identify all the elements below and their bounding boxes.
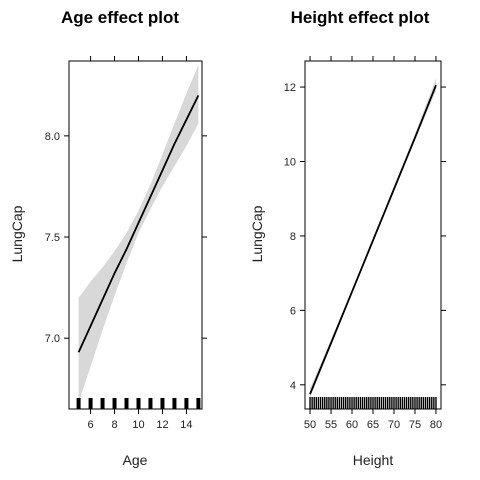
x-tick-label: 8 — [111, 419, 117, 431]
y-tick-label: 7.0 — [45, 333, 60, 345]
y-tick-label: 6 — [290, 305, 296, 317]
age-effect-panel: Age effect plot Age LungCap 6 8 10 12 14 7.0 7… — [9, 8, 207, 468]
plot-frame — [304, 60, 442, 410]
height-effect-panel: Height effect plot Height LungCap 50 55 60… — [249, 8, 446, 468]
fit-line — [77, 95, 200, 353]
x-tick-label: 70 — [388, 419, 400, 431]
x-tick-label: 14 — [180, 419, 192, 431]
fit-line — [309, 84, 437, 395]
y-tick-label: 4 — [290, 380, 296, 392]
x-tick-label: 60 — [346, 419, 358, 431]
x-tick-label: 65 — [367, 419, 379, 431]
x-tick-label: 50 — [304, 419, 316, 431]
x-tick-label: 75 — [409, 419, 421, 431]
x-tick-label: 80 — [430, 419, 442, 431]
x-tick-label: 6 — [88, 419, 94, 431]
x-tick-label: 55 — [325, 419, 337, 431]
y-tick-label: 8.0 — [45, 131, 60, 143]
chart-title: Height effect plot — [291, 8, 430, 27]
x-tick-label: 12 — [156, 419, 168, 431]
y-axis-label: LungCap — [9, 205, 25, 262]
y-tick-label: 10 — [284, 156, 296, 168]
x-tick-label: 10 — [132, 419, 144, 431]
y-tick-label: 8 — [290, 231, 296, 243]
plot-frame — [68, 60, 203, 410]
y-tick-label: 12 — [284, 82, 296, 94]
y-tick-label: 7.5 — [45, 232, 60, 244]
chart-title: Age effect plot — [61, 8, 179, 27]
y-axis-label: LungCap — [249, 205, 265, 262]
x-axis-label: Age — [123, 452, 148, 468]
confidence-band — [78, 65, 199, 403]
x-axis-label: Height — [353, 452, 394, 468]
